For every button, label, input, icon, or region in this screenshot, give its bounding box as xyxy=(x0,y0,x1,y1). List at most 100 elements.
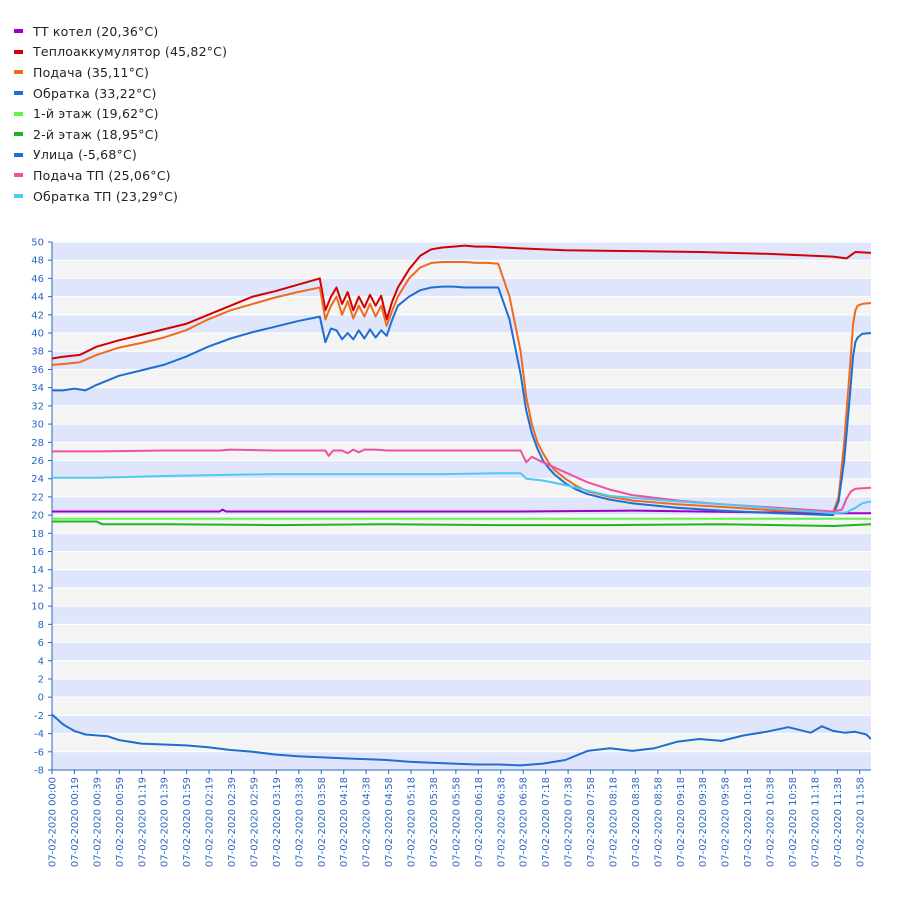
x-tick-label: 07-02-2020 09:58 xyxy=(721,777,732,867)
legend-item: Обратка (33,22°C) xyxy=(14,83,227,104)
y-tick-label: 4 xyxy=(38,656,44,667)
y-tick-label: 18 xyxy=(31,529,44,540)
legend: ТТ котел (20,36°C) Теплоаккумулятор (45,8… xyxy=(14,21,227,206)
legend-item: Улица (-5,68°C) xyxy=(14,145,227,166)
legend-swatch xyxy=(14,111,23,116)
series-line xyxy=(52,520,871,527)
y-tick-label: 6 xyxy=(38,638,44,649)
y-tick-label: 30 xyxy=(31,420,44,431)
x-tick-label: 07-02-2020 04:38 xyxy=(362,777,373,867)
x-tick-label: 07-02-2020 03:38 xyxy=(294,777,305,867)
legend-swatch xyxy=(14,49,23,54)
legend-label: Обратка ТП (23,29°C) xyxy=(33,188,179,204)
x-tick-label: 07-02-2020 10:58 xyxy=(788,777,799,867)
x-tick-label: 07-02-2020 08:58 xyxy=(653,777,664,867)
series-line xyxy=(52,244,871,360)
grid-band xyxy=(52,642,871,661)
grid-band xyxy=(52,697,871,716)
legend-swatch xyxy=(14,70,23,75)
legend-item: 1-й этаж (19,62°C) xyxy=(14,103,227,124)
x-tick-label: 07-02-2020 07:38 xyxy=(564,777,575,867)
grid-band xyxy=(52,715,871,734)
x-tick-label: 07-02-2020 02:39 xyxy=(227,777,238,867)
y-tick-label: 26 xyxy=(31,456,44,467)
grid-band xyxy=(52,733,871,752)
x-tick-label: 07-02-2020 01:19 xyxy=(137,777,148,867)
x-tick-label: 07-02-2020 07:58 xyxy=(586,777,597,867)
y-tick-label: 40 xyxy=(31,329,44,340)
x-tick-label: 07-02-2020 04:58 xyxy=(384,777,395,867)
y-tick-label: 34 xyxy=(31,383,44,394)
legend-item: 2-й этаж (18,95°C) xyxy=(14,124,227,145)
x-tick-label: 07-02-2020 03:58 xyxy=(317,777,328,867)
grid-band xyxy=(52,369,871,388)
grid-band xyxy=(52,751,871,770)
y-tick-label: 2 xyxy=(38,674,44,685)
x-tick-label: 07-02-2020 05:38 xyxy=(429,777,440,867)
x-tick-label: 07-02-2020 10:18 xyxy=(743,777,754,867)
x-tick-label: 07-02-2020 11:58 xyxy=(855,777,866,867)
x-tick-label: 07-02-2020 11:38 xyxy=(833,777,844,867)
x-tick-label: 07-02-2020 11:18 xyxy=(810,777,821,867)
grid-band xyxy=(52,587,871,607)
x-tick-label: 07-02-2020 02:59 xyxy=(249,777,260,867)
series-line xyxy=(52,448,871,513)
x-tick-label: 07-02-2020 00:39 xyxy=(92,777,103,867)
y-tick-label: 36 xyxy=(31,365,44,376)
grid-band xyxy=(52,296,871,315)
grid-band xyxy=(52,333,871,352)
legend-label: Подача (35,11°C) xyxy=(33,64,150,80)
grid-band xyxy=(52,260,871,279)
y-tick-label: 0 xyxy=(38,693,44,704)
y-tick-label: 28 xyxy=(31,438,44,449)
grid-band xyxy=(52,387,871,406)
x-tick-label: 07-02-2020 08:18 xyxy=(608,777,619,867)
x-tick-label: 07-02-2020 00:19 xyxy=(70,777,81,867)
series-line xyxy=(52,261,871,514)
x-tick-label: 07-02-2020 04:18 xyxy=(339,777,350,867)
y-tick-label: 8 xyxy=(38,620,44,631)
legend-label: 2-й этаж (18,95°C) xyxy=(33,126,159,142)
x-tick-label: 07-02-2020 09:18 xyxy=(676,777,687,867)
y-tick-label: -2 xyxy=(34,711,44,722)
y-tick-label: -4 xyxy=(34,729,44,740)
grid-band xyxy=(52,551,871,570)
y-tick-label: 12 xyxy=(31,583,44,594)
y-tick-label: 22 xyxy=(31,492,44,503)
y-tick-label: 20 xyxy=(31,511,44,522)
y-tick-label: 44 xyxy=(31,292,44,303)
x-tick-label: 07-02-2020 07:18 xyxy=(541,777,552,867)
series-line xyxy=(52,472,871,515)
grid-band xyxy=(52,351,871,370)
y-tick-label: 24 xyxy=(31,474,44,485)
grid-band xyxy=(52,660,871,679)
grid-band xyxy=(52,405,871,425)
legend-swatch xyxy=(14,152,23,157)
grid-band xyxy=(52,569,871,588)
y-tick-label: -8 xyxy=(34,766,44,777)
legend-label: Улица (-5,68°C) xyxy=(33,147,137,163)
x-tick-label: 07-02-2020 06:58 xyxy=(519,777,530,867)
x-tick-label: 07-02-2020 06:38 xyxy=(496,777,507,867)
grid-band xyxy=(52,533,871,552)
y-tick-label: 42 xyxy=(31,310,44,321)
grid-band xyxy=(52,678,871,698)
grid-band xyxy=(52,606,871,625)
x-tick-label: 07-02-2020 01:39 xyxy=(160,777,171,867)
legend-label: ТТ котел (20,36°C) xyxy=(33,23,159,39)
x-tick-label: 07-02-2020 02:19 xyxy=(205,777,216,867)
x-tick-label: 07-02-2020 06:18 xyxy=(474,777,485,867)
y-tick-label: 46 xyxy=(31,274,44,285)
x-tick-label: 07-02-2020 03:19 xyxy=(272,777,283,867)
x-tick-label: 07-02-2020 10:38 xyxy=(766,777,777,867)
y-tick-label: 48 xyxy=(31,256,44,267)
grid-band xyxy=(52,314,871,334)
series-line xyxy=(52,713,871,767)
x-tick-label: 07-02-2020 08:38 xyxy=(631,777,642,867)
legend-swatch xyxy=(14,29,23,34)
legend-item: Обратка ТП (23,29°C) xyxy=(14,186,227,207)
x-tick-label: 07-02-2020 05:58 xyxy=(451,777,462,867)
legend-label: Обратка (33,22°C) xyxy=(33,85,157,101)
